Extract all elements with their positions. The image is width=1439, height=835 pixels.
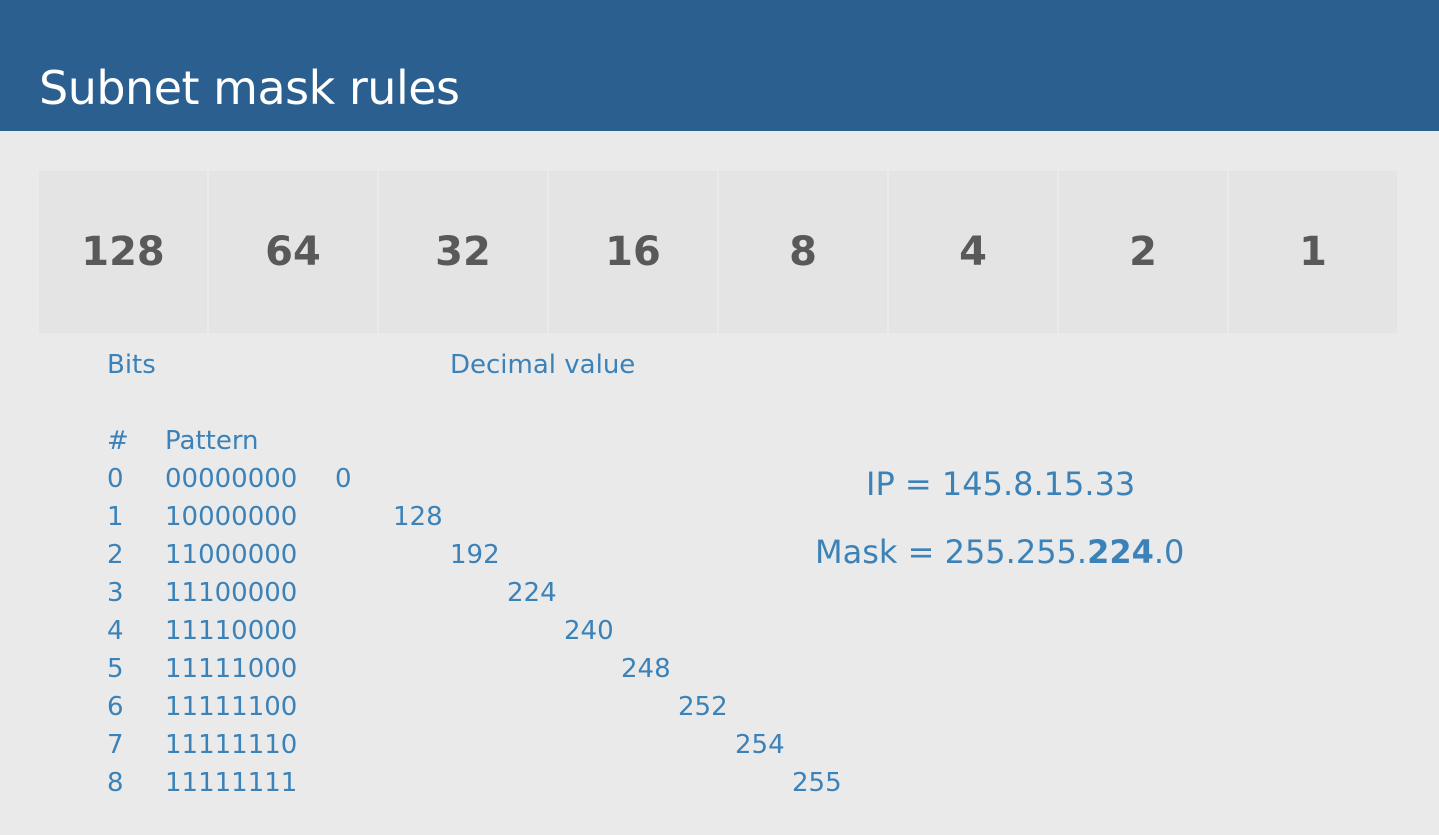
row-num: 5 [107,654,124,684]
mask-prefix: Mask = 255.255. [815,533,1088,571]
page-title: Subnet mask rules [39,61,460,115]
row-pattern: 11100000 [165,578,298,608]
bit-value-cell: 64 [209,171,379,333]
subnet-mask-text: Mask = 255.255.224.0 [815,533,1184,571]
bit-value-cell: 128 [39,171,209,333]
mask-suffix: .0 [1153,533,1185,571]
row-num: 7 [107,730,124,760]
row-decimal: 248 [621,654,671,684]
bit-value-cell: 32 [379,171,549,333]
row-decimal: 255 [792,768,842,798]
bit-value-row: 128 64 32 16 8 4 2 1 [39,171,1397,333]
table-header-pattern: Pattern [165,426,259,456]
row-num: 3 [107,578,124,608]
row-decimal: 224 [507,578,557,608]
ip-address-text: IP = 145.8.15.33 [866,465,1136,503]
row-decimal: 254 [735,730,785,760]
mask-highlight: 224 [1087,533,1154,571]
title-bar: Subnet mask rules [0,0,1439,131]
row-pattern: 11110000 [165,616,298,646]
bit-value-cell: 16 [549,171,719,333]
row-num: 6 [107,692,124,722]
row-decimal: 240 [564,616,614,646]
row-pattern: 11111000 [165,654,298,684]
bit-value-cell: 8 [719,171,889,333]
row-num: 2 [107,540,124,570]
row-pattern: 11111111 [165,768,298,798]
row-pattern: 11000000 [165,540,298,570]
row-num: 1 [107,502,124,532]
row-pattern: 10000000 [165,502,298,532]
bits-label: Bits [107,350,156,380]
table-header-num: # [107,426,129,456]
row-decimal: 252 [678,692,728,722]
row-pattern: 00000000 [165,464,298,494]
row-decimal: 128 [393,502,443,532]
row-pattern: 11111100 [165,692,298,722]
row-num: 4 [107,616,124,646]
bit-value-cell: 2 [1059,171,1229,333]
row-num: 8 [107,768,124,798]
bit-value-cell: 4 [889,171,1059,333]
row-decimal: 0 [335,464,352,494]
row-num: 0 [107,464,124,494]
decimal-value-label: Decimal value [450,350,636,380]
row-pattern: 11111110 [165,730,298,760]
row-decimal: 192 [450,540,500,570]
bit-value-cell: 1 [1229,171,1397,333]
